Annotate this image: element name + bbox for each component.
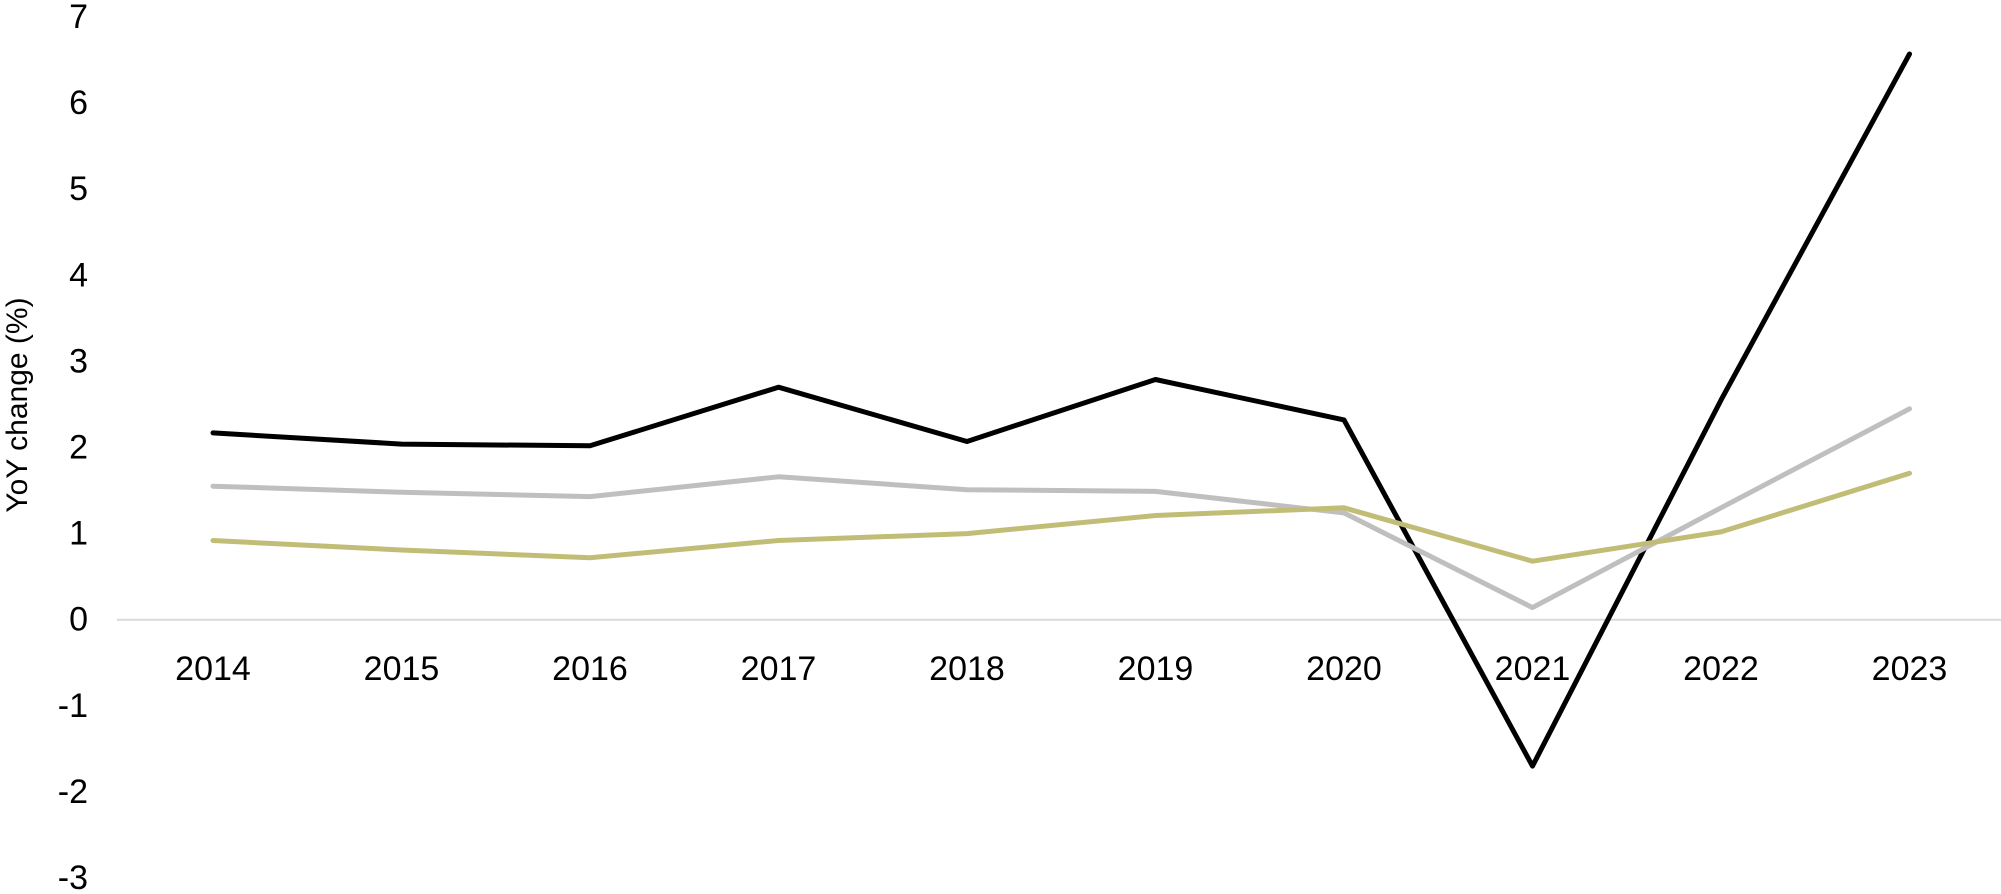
y-tick-label: 3 <box>69 342 88 380</box>
series-line-3 <box>210 470 1912 564</box>
y-tick-label: -2 <box>58 773 88 811</box>
x-tick-label: 2016 <box>552 650 628 688</box>
x-tick-label: 2020 <box>1306 650 1382 688</box>
y-tick-label: 1 <box>69 515 88 553</box>
y-tick-label: 2 <box>69 429 88 467</box>
y-tick-label: 6 <box>69 84 88 122</box>
y-tick-label: -1 <box>58 687 88 725</box>
y-tick-label: -3 <box>58 859 88 894</box>
x-tick-label: 2015 <box>364 650 440 688</box>
y-tick-label: 0 <box>69 601 88 639</box>
x-tick-label: 2017 <box>741 650 817 688</box>
y-tick-label: 4 <box>69 256 88 294</box>
y-axis-title: YoY change (%) <box>1 297 34 512</box>
x-axis-ticks: 2014 2015 2016 2017 2018 2019 2020 2021 2022 2023 <box>175 650 1947 688</box>
series-lines <box>210 51 1912 769</box>
y-tick-label: 5 <box>69 170 88 208</box>
x-tick-label: 2022 <box>1683 650 1759 688</box>
y-axis-ticks: 7 6 5 4 3 2 1 0 -1 -2 -3 <box>58 0 88 894</box>
y-tick-label: 7 <box>69 0 88 36</box>
series-line-1 <box>210 51 1912 769</box>
x-tick-label: 2019 <box>1118 650 1194 688</box>
x-tick-label: 2014 <box>175 650 251 688</box>
x-tick-label: 2018 <box>929 650 1005 688</box>
x-tick-label: 2023 <box>1872 650 1948 688</box>
series-line-2 <box>210 406 1912 611</box>
x-tick-label: 2021 <box>1495 650 1571 688</box>
